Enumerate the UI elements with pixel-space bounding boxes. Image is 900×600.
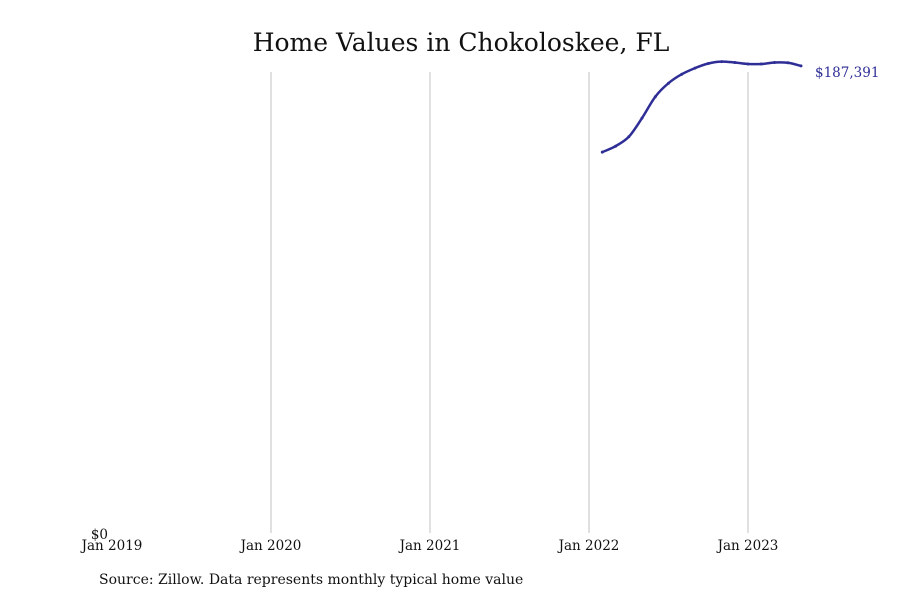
- data-point: [720, 60, 723, 64]
- data-point: [600, 150, 604, 154]
- source-note: Source: Zillow. Data represents monthly …: [99, 572, 524, 588]
- data-point: [746, 62, 750, 66]
- data-point: [786, 61, 790, 65]
- data-point: [799, 64, 803, 68]
- data-point: [667, 81, 670, 85]
- chart-title: Home Values in Chokoloskee, FL: [252, 28, 670, 57]
- x-tick-label: Jan 2019: [80, 538, 143, 554]
- end-value-label: $187,391: [815, 65, 879, 81]
- x-axis-ticks: Jan 2019 Jan 2020 Jan 2021 Jan 2022 Jan 2023: [80, 538, 779, 554]
- data-point: [706, 62, 710, 65]
- x-tick-label: Jan 2022: [557, 538, 620, 554]
- data-point: [653, 95, 657, 99]
- data-point: [627, 135, 631, 139]
- series-layer: [600, 60, 803, 154]
- series-line: [601, 60, 802, 154]
- data-point: [680, 72, 684, 76]
- data-point: [614, 144, 617, 148]
- data-point: [773, 61, 776, 64]
- data-point: [733, 61, 737, 64]
- data-point: [640, 116, 644, 120]
- gridlines: [270, 72, 749, 533]
- x-tick-label: Jan 2023: [716, 538, 779, 554]
- y-tick-label: $0: [91, 527, 108, 543]
- x-tick-label: Jan 2020: [239, 538, 302, 554]
- data-point: [759, 62, 763, 66]
- data-point: [693, 66, 697, 70]
- x-tick-label: Jan 2021: [398, 538, 461, 554]
